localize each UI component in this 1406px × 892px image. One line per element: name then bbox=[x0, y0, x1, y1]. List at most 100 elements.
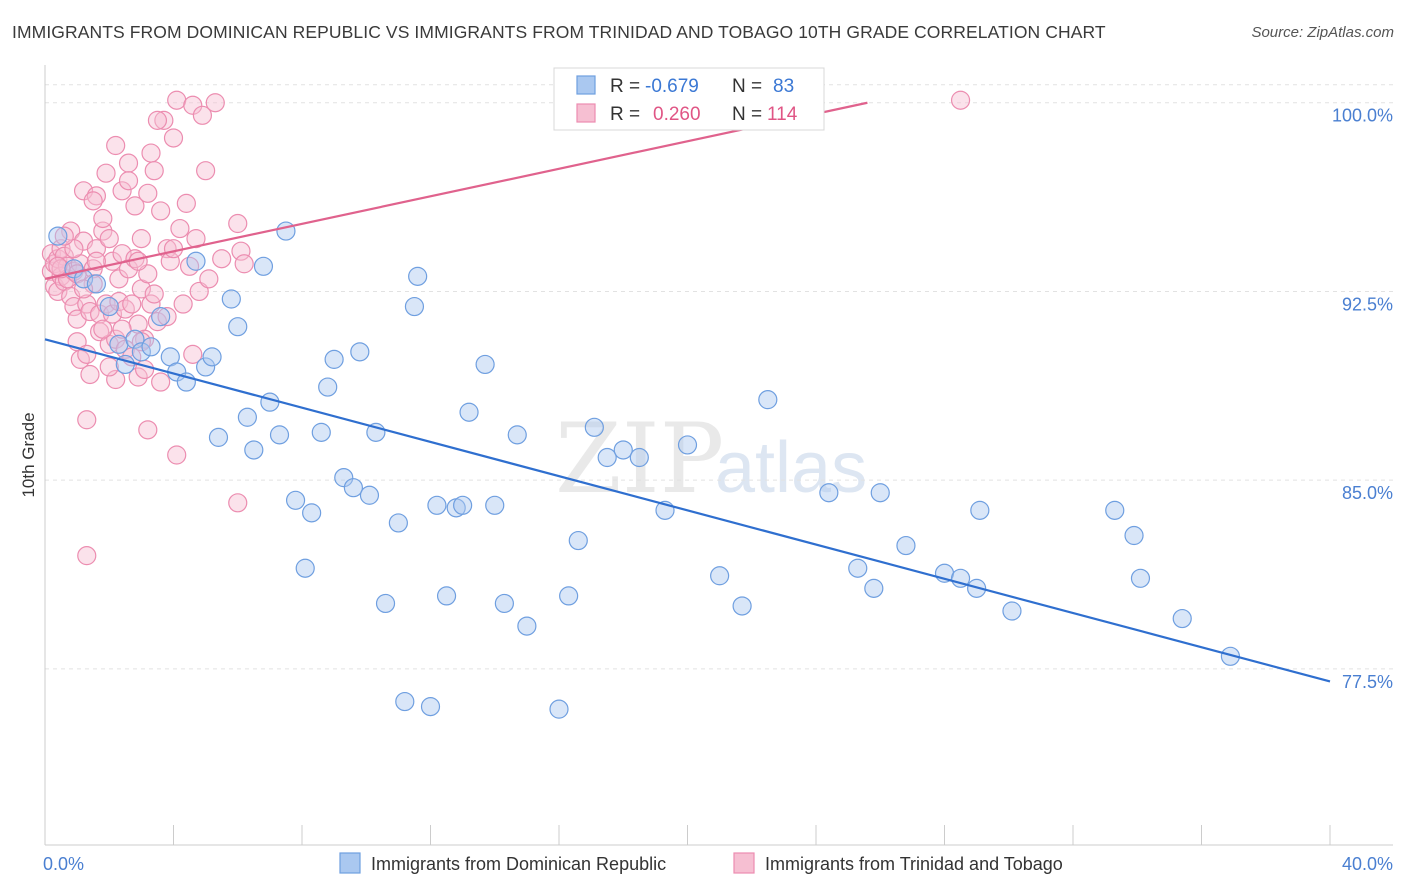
dominican-republic-point bbox=[395, 691, 415, 712]
trinidad-tobago-point bbox=[128, 367, 148, 387]
trinidad-tobago-point bbox=[125, 196, 145, 216]
stats-box: R = -0.679 N = 83 R = 0.260 N = 114 bbox=[553, 67, 825, 131]
trinidad-tobago-point bbox=[183, 95, 203, 115]
dominican-republic-point bbox=[260, 392, 280, 412]
dominican-republic-point bbox=[1002, 601, 1022, 621]
dominican-republic-point bbox=[870, 483, 890, 503]
trinidad-tobago-point bbox=[77, 546, 97, 566]
dominican-republic-point bbox=[269, 425, 290, 445]
y-axis-label: 10th Grade bbox=[19, 412, 38, 497]
trinidad-tobago-point bbox=[118, 153, 139, 173]
y-tick-label: 92.5% bbox=[1342, 294, 1393, 314]
trinidad-tobago-point bbox=[183, 344, 203, 364]
trinidad-tobago-point bbox=[83, 191, 103, 211]
trinidad-tobago-point bbox=[86, 186, 107, 206]
dominican-republic-point bbox=[613, 440, 633, 460]
dominican-republic-point bbox=[1124, 525, 1144, 546]
series-dominican-republic-points bbox=[48, 221, 1241, 719]
dominican-republic-point bbox=[388, 513, 408, 533]
y-tick-label: 85.0% bbox=[1342, 483, 1393, 503]
dominican-republic-point bbox=[244, 440, 264, 460]
dominican-republic-point bbox=[318, 377, 338, 397]
trinidad-tobago-point bbox=[80, 364, 100, 385]
trinidad-tobago-point bbox=[93, 208, 113, 229]
dominican-republic-point bbox=[125, 329, 145, 349]
dominican-republic-point bbox=[208, 427, 229, 447]
y-tick-label: 77.5% bbox=[1342, 672, 1393, 692]
trinidad-tobago-point bbox=[138, 183, 158, 203]
axes bbox=[44, 65, 1393, 846]
stats-box-frame bbox=[553, 67, 825, 131]
dominican-republic-point bbox=[334, 468, 354, 488]
dominican-republic-point bbox=[131, 342, 151, 362]
trinidad-tobago-point bbox=[205, 93, 225, 113]
trinidad-tobago-point bbox=[196, 161, 216, 181]
dominican-republic-point bbox=[549, 699, 569, 719]
dominican-republic-point bbox=[86, 274, 107, 294]
dominican-republic-point bbox=[295, 558, 315, 578]
trinidad-tobago-point bbox=[199, 269, 219, 289]
dominican-republic-point bbox=[408, 266, 428, 286]
trinidad-tobago-point bbox=[151, 201, 171, 221]
dominican-republic-point bbox=[141, 337, 161, 357]
dominican-republic-point bbox=[970, 500, 990, 520]
trinidad-tobago-point bbox=[112, 181, 132, 201]
trinidad-tobago-point bbox=[176, 193, 196, 213]
dominican-republic-point bbox=[584, 417, 604, 437]
dominican-republic-point bbox=[253, 256, 274, 276]
trinidad-tobago-point bbox=[70, 349, 90, 369]
trinidad-tobago-point bbox=[115, 299, 135, 319]
trend-lines bbox=[44, 101, 1331, 683]
trinidad-tobago-point bbox=[192, 105, 213, 125]
dominican-republic-point bbox=[221, 289, 241, 309]
stats-pink-n-value: 114 bbox=[767, 104, 798, 125]
stats-blue-n-label: N = bbox=[732, 76, 762, 97]
trinidad-tobago-point bbox=[54, 226, 74, 246]
trinidad-tobago-point bbox=[138, 420, 158, 440]
stats-blue-n-value: 83 bbox=[773, 76, 794, 97]
dominican-republic-point bbox=[453, 495, 473, 515]
x-tick-label-max: 40.0% bbox=[1342, 854, 1393, 874]
dominican-republic-point bbox=[436, 586, 457, 606]
dominican-republic-point bbox=[99, 296, 119, 317]
trinidad-tobago-point bbox=[118, 171, 139, 191]
trinidad-tobago-point bbox=[73, 181, 94, 201]
legend: Immigrants from Dominican Republic Immig… bbox=[339, 852, 1063, 874]
y-tick-label: 100.0% bbox=[1332, 106, 1393, 126]
trinidad-tobago-point bbox=[99, 229, 119, 249]
source-credit: Source: ZipAtlas.com bbox=[1251, 24, 1394, 41]
dominican-republic-point bbox=[864, 578, 884, 598]
trinidad-tobago-point bbox=[122, 294, 142, 314]
dominican-republic-point bbox=[302, 503, 322, 523]
dominican-republic-point bbox=[819, 483, 839, 503]
dominican-republic-point bbox=[343, 478, 363, 498]
dominican-republic-point bbox=[568, 530, 588, 551]
dominican-republic-point bbox=[359, 485, 380, 505]
trinidad-tobago-point bbox=[48, 256, 68, 276]
watermark-atlas: atlas bbox=[715, 428, 867, 508]
trinidad-tobago-point bbox=[144, 284, 164, 304]
trinidad-tobago-point bbox=[96, 163, 116, 183]
dominican-republic-point bbox=[1172, 608, 1192, 629]
trinidad-tobago-point bbox=[163, 239, 184, 259]
trinidad-tobago-point bbox=[157, 307, 177, 327]
trinidad-tobago-point bbox=[212, 249, 232, 269]
trinidad-tobago-point bbox=[118, 259, 139, 279]
dominican-republic-point bbox=[475, 354, 495, 375]
trinidad-tobago-point bbox=[115, 339, 135, 359]
trinidad-tobago-point bbox=[154, 110, 174, 130]
stats-blue-r-value: -0.679 bbox=[645, 76, 699, 97]
dominican-republic-point bbox=[1130, 568, 1151, 588]
trinidad-tobago-point bbox=[179, 256, 200, 276]
trinidad-tobago-point bbox=[106, 369, 126, 390]
trinidad-tobago-point bbox=[231, 241, 251, 261]
trinidad-tobago-point bbox=[147, 110, 168, 130]
x-tick-label-min: 0.0% bbox=[43, 854, 84, 874]
trinidad-tobago-point bbox=[228, 213, 248, 234]
y-tick-labels: 77.5% 85.0% 92.5% 100.0% bbox=[1332, 106, 1393, 692]
dominican-republic-point bbox=[494, 593, 514, 614]
trinidad-tobago-point bbox=[234, 254, 254, 274]
trinidad-tobago-point bbox=[144, 161, 164, 181]
dominican-republic-point bbox=[459, 402, 479, 422]
